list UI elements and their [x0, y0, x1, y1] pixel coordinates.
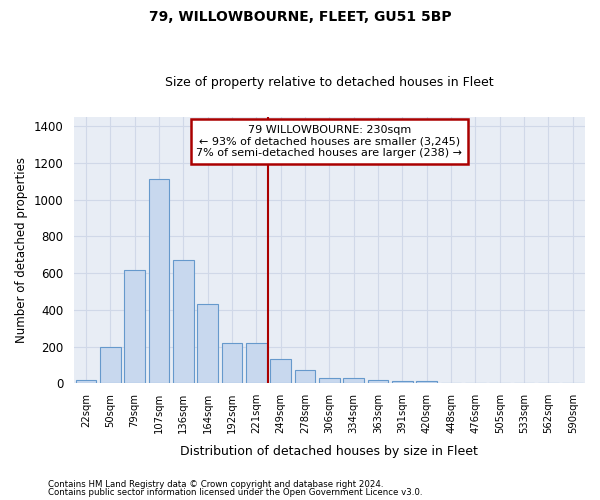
Bar [76, 380, 96, 384]
Text: Contains HM Land Registry data © Crown copyright and database right 2024.: Contains HM Land Registry data © Crown c… [48, 480, 383, 489]
Text: 79, WILLOWBOURNE, FLEET, GU51 5BP: 79, WILLOWBOURNE, FLEET, GU51 5BP [149, 10, 451, 24]
Bar [295, 370, 316, 384]
Bar [197, 304, 218, 384]
Bar [149, 180, 169, 384]
Bar [416, 382, 437, 384]
Title: Size of property relative to detached houses in Fleet: Size of property relative to detached ho… [165, 76, 494, 90]
Text: 79 WILLOWBOURNE: 230sqm
← 93% of detached houses are smaller (3,245)
7% of semi-: 79 WILLOWBOURNE: 230sqm ← 93% of detache… [196, 125, 463, 158]
Bar [173, 260, 194, 384]
Bar [368, 380, 388, 384]
Bar [221, 343, 242, 384]
Bar [319, 378, 340, 384]
X-axis label: Distribution of detached houses by size in Fleet: Distribution of detached houses by size … [181, 444, 478, 458]
Bar [124, 270, 145, 384]
Text: Contains public sector information licensed under the Open Government Licence v3: Contains public sector information licen… [48, 488, 422, 497]
Bar [343, 378, 364, 384]
Bar [271, 360, 291, 384]
Y-axis label: Number of detached properties: Number of detached properties [15, 157, 28, 343]
Bar [100, 348, 121, 384]
Bar [246, 343, 266, 384]
Bar [392, 380, 413, 384]
